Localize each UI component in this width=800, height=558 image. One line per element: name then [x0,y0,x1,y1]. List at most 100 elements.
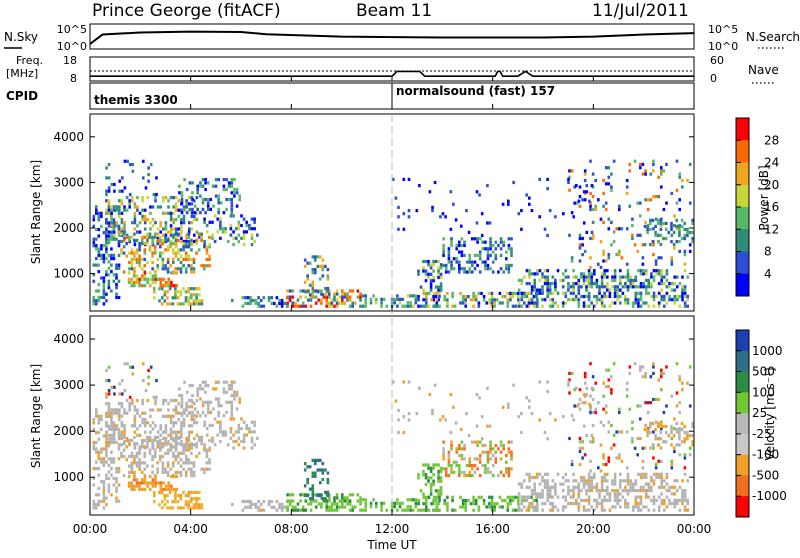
power-cell [582,278,586,282]
power-cell [259,304,263,308]
power-cell [153,245,157,249]
velocity-cell [115,424,118,428]
colorbar-swatch [736,330,749,352]
power-cell [135,277,139,281]
noise-sky-line [89,30,695,45]
power-cell [117,295,121,300]
velocity-cell [311,484,315,488]
velocity-cell [438,498,441,503]
velocity-cell [131,365,135,369]
velocity-cell [587,498,591,502]
velocity-cell [253,420,256,424]
velocity-cell [461,502,465,506]
power-cell [127,277,131,281]
velocity-cell [107,389,111,393]
power-cell [133,274,136,278]
power-cell [610,185,613,189]
colorbar-tick-label: -500 [752,468,779,482]
power-cell [625,178,629,183]
velocity-cell [206,384,210,388]
velocity-cell [637,489,640,493]
power-cell [333,304,336,308]
power-cell [525,193,528,197]
velocity-cell [141,421,144,425]
power-cell [600,294,604,299]
velocity-cell [528,405,531,409]
power-cell [164,235,167,239]
power-cell [335,298,339,302]
power-cell [166,302,169,306]
velocity-cell [125,398,129,403]
velocity-cell [190,398,194,403]
power-cell [691,240,694,244]
power-cell [115,224,118,228]
velocity-cell [432,502,435,506]
power-cell [301,289,305,293]
velocity-cell [102,483,106,487]
power-cell [102,295,106,300]
velocity-cell [582,479,586,483]
power-cell [180,236,183,240]
velocity-cell [573,388,576,392]
velocity-cell [600,508,604,512]
velocity-cell [473,457,477,461]
velocity-cell [190,442,193,446]
power-cell [159,242,162,246]
velocity-cell [328,505,331,509]
power-cell [184,257,188,261]
power-cell [190,243,194,247]
velocity-cell [662,424,665,429]
velocity-cell [115,408,118,412]
velocity-cell [95,440,98,445]
velocity-cell [199,384,202,388]
power-cell [510,253,513,257]
power-cell [603,294,606,299]
velocity-cell [613,498,617,502]
velocity-cell [411,508,415,512]
velocity-cell [122,435,126,439]
power-cell [637,301,640,305]
velocity-cell [110,457,113,461]
power-cell [174,254,178,258]
velocity-cell [309,499,313,503]
velocity-cell [672,446,676,450]
velocity-cell [691,440,694,444]
velocity-cell [229,427,233,431]
velocity-cell [195,421,199,425]
velocity-cell [481,450,485,454]
power-cell [572,291,575,295]
velocity-cell [364,501,367,505]
power-cell [321,293,325,297]
power-cell [670,221,673,225]
power-cell [589,191,592,195]
velocity-cell [172,424,175,428]
velocity-cell [637,472,640,476]
power-cell [520,282,523,286]
velocity-cell [280,502,284,506]
velocity-cell [449,393,453,397]
velocity-cell [585,498,588,502]
velocity-cell [393,505,396,509]
velocity-cell [603,472,606,476]
velocity-cell [167,484,171,488]
power-cell [117,266,121,270]
power-cell [664,227,668,231]
power-cell [546,282,549,286]
velocity-cell [597,466,600,470]
power-cell [546,294,549,299]
power-cell [468,257,471,261]
velocity-cell [528,505,531,509]
velocity-cell [536,508,539,512]
power-cell [535,295,538,299]
velocity-cell [577,402,581,406]
power-cell [485,301,488,305]
power-cell [179,248,183,252]
velocity-cell [424,476,428,480]
power-cell [657,301,661,305]
power-cell [619,282,622,286]
velocity-cell [217,400,220,404]
velocity-cell [644,375,647,379]
power-cell [530,209,534,213]
power-cell [172,242,175,246]
power-cell [200,264,203,268]
